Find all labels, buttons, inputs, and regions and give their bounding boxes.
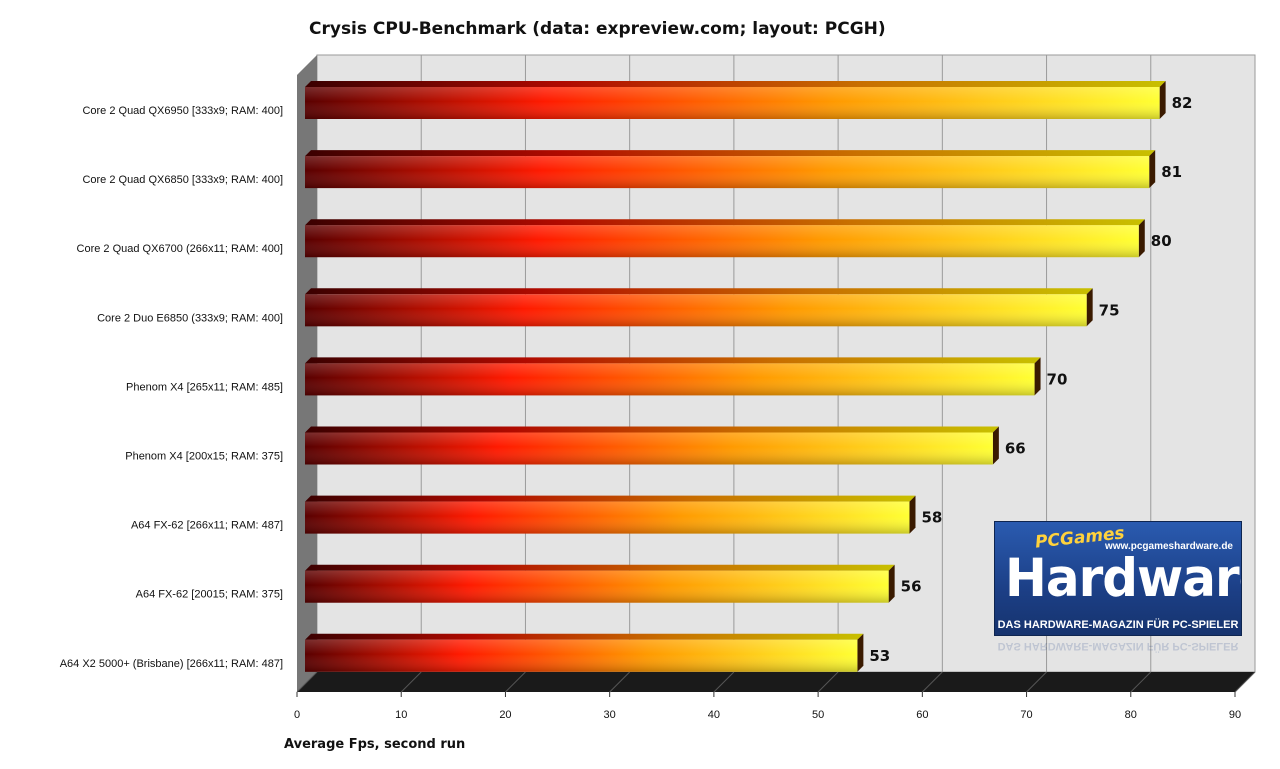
bar-group: 70 xyxy=(305,357,1068,396)
data-label: 58 xyxy=(921,509,942,527)
category-label: Core 2 Quad QX6700 (266x11; RAM: 400] xyxy=(77,243,283,255)
category-label: A64 FX-62 [20015; RAM: 375] xyxy=(136,589,283,601)
bar-top xyxy=(305,219,1145,226)
bar-top xyxy=(305,150,1156,157)
data-label: 81 xyxy=(1161,163,1182,181)
floor-tick xyxy=(505,671,526,693)
x-tick-label: 50 xyxy=(812,709,824,721)
logo-url: www.pcgameshardware.de xyxy=(1104,541,1233,552)
bars: 82 81 80 75 70 66 58 56 53 xyxy=(305,81,1192,672)
bar-side xyxy=(888,564,895,603)
logo-brand-main: Hardware xyxy=(1005,547,1241,609)
x-tick-label: 60 xyxy=(916,709,928,721)
bar-side xyxy=(1149,150,1156,189)
floor-tick xyxy=(1130,671,1152,693)
floor-ticks xyxy=(296,671,1256,697)
floor-tick xyxy=(1234,671,1256,693)
bar-group: 66 xyxy=(305,426,1026,465)
x-tick-label: 20 xyxy=(499,709,511,721)
x-tick-label: 30 xyxy=(604,709,616,721)
bar-group: 81 xyxy=(305,150,1182,189)
x-tick-label: 40 xyxy=(708,709,720,721)
bar-side xyxy=(909,495,916,534)
logo-tagline: DAS HARDWARE-MAGAZIN FÜR PC-SPIELER xyxy=(997,619,1239,631)
bar-shade xyxy=(305,156,1150,189)
floor-tick xyxy=(400,671,422,693)
data-label: 66 xyxy=(1005,440,1026,458)
bar-side xyxy=(992,426,999,465)
bar-top xyxy=(305,357,1041,364)
bar-top xyxy=(305,633,864,640)
x-tick-label: 70 xyxy=(1020,709,1032,721)
data-label: 70 xyxy=(1047,370,1068,388)
bar-shade xyxy=(305,225,1139,258)
bar-group: 53 xyxy=(305,633,890,672)
floor-tick xyxy=(817,671,839,693)
floor-tick xyxy=(713,671,735,693)
bar-shade xyxy=(305,432,993,465)
category-label: Core 2 Duo E6850 (333x9; RAM: 400] xyxy=(97,312,283,324)
bar-group: 56 xyxy=(305,564,922,603)
data-label: 56 xyxy=(901,578,922,596)
data-label: 82 xyxy=(1172,94,1193,112)
floor-tick xyxy=(296,671,318,693)
floor-tick xyxy=(609,671,631,693)
data-label: 53 xyxy=(869,647,890,665)
bar-top xyxy=(305,288,1093,295)
bar-shade xyxy=(305,501,910,534)
bar-group: 80 xyxy=(305,219,1172,258)
floor-tick xyxy=(921,671,943,693)
x-tick-labels: 0 10 20 30 40 50 60 70 80 90 xyxy=(294,709,1241,721)
logo-reflection-tagline: DAS HARDWARE-MAGAZIN FÜR PC-SPIELER xyxy=(997,640,1239,652)
bar-shade xyxy=(305,87,1160,119)
bar-shade xyxy=(305,570,889,603)
chart-title: Crysis CPU-Benchmark (data: expreview.co… xyxy=(309,19,886,39)
logo-reflection: DAS HARDWARE-MAGAZIN FÜR PC-SPIELER xyxy=(995,636,1241,672)
bar-side xyxy=(857,633,864,672)
bar-group: 58 xyxy=(305,495,942,534)
category-labels: Core 2 Quad QX6950 [333x9; RAM: 400] Core… xyxy=(60,105,283,670)
bar-side xyxy=(1086,288,1093,327)
bar-side xyxy=(1138,219,1145,258)
data-label: 75 xyxy=(1099,301,1120,319)
category-label: Core 2 Quad QX6850 [333x9; RAM: 400] xyxy=(82,174,283,186)
bar-shade xyxy=(305,363,1035,396)
bar-side xyxy=(1159,81,1166,119)
bar-top xyxy=(305,81,1166,87)
floor-tick xyxy=(1026,671,1047,693)
category-label: Phenom X4 [200x15; RAM: 375] xyxy=(125,451,283,463)
bar-top xyxy=(305,495,916,502)
pcgh-logo: PCGames www.pcgameshardware.de Hardware … xyxy=(995,522,1241,635)
bar-top xyxy=(305,564,895,571)
x-tick-label: 0 xyxy=(294,709,300,721)
category-label: Phenom X4 [265x11; RAM: 485] xyxy=(126,381,283,393)
bar-top xyxy=(305,426,999,433)
category-label: A64 FX-62 [266x11; RAM: 487] xyxy=(131,520,283,532)
category-label: A64 X2 5000+ (Brisbane) [266x11; RAM: 48… xyxy=(60,658,283,670)
bar-shade xyxy=(305,294,1087,327)
bar-group: 82 xyxy=(305,81,1192,119)
x-tick-label: 90 xyxy=(1229,709,1241,721)
data-label: 80 xyxy=(1151,232,1172,250)
x-tick-label: 80 xyxy=(1125,709,1137,721)
bar-group: 75 xyxy=(305,288,1120,327)
bar-shade xyxy=(305,639,858,672)
x-axis-label: Average Fps, second run xyxy=(284,737,465,752)
plot-floor xyxy=(297,672,1255,692)
category-label: Core 2 Quad QX6950 [333x9; RAM: 400] xyxy=(82,105,283,117)
x-tick-label: 10 xyxy=(395,709,407,721)
bar-side xyxy=(1034,357,1041,396)
